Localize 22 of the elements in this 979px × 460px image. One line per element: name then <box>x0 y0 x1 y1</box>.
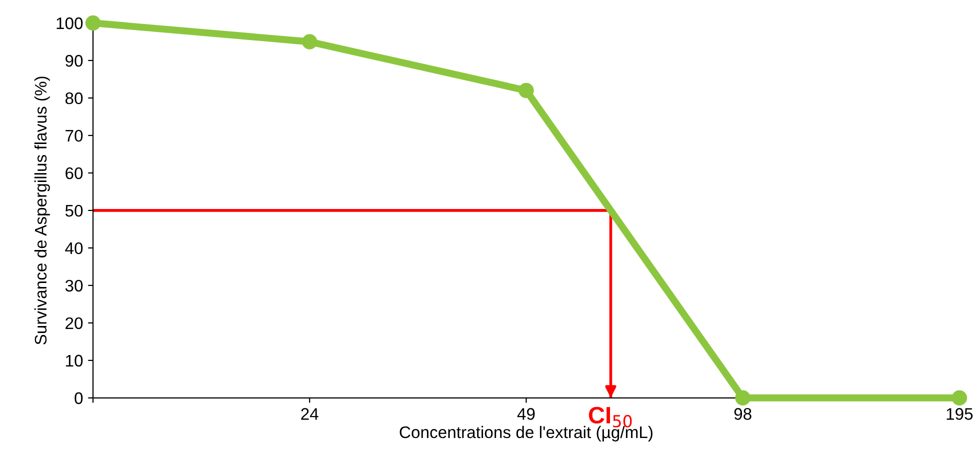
y-tick-label: 40 <box>65 242 83 254</box>
x-tick-label: 195 <box>946 408 973 420</box>
y-tick-label: 10 <box>66 354 83 367</box>
y-tick-label: 60 <box>66 167 83 180</box>
y-tick-label: 100 <box>56 17 83 30</box>
x-tick-label: 98 <box>734 408 752 420</box>
x-tick-label: 49 <box>517 408 535 420</box>
y-tick-label: 80 <box>65 92 83 104</box>
y-tick-label: 0 <box>74 392 83 404</box>
y-tick-label: 90 <box>66 54 83 67</box>
y-axis-title: Survivance de Aspergillus flavus (%) <box>34 76 50 344</box>
point <box>952 390 968 406</box>
x-axis-title: Concentrations de l'extrait (µg/mL) <box>400 426 652 442</box>
y-tick-label: 30 <box>65 280 83 292</box>
point <box>302 34 318 50</box>
y-tick-label: 70 <box>66 130 83 142</box>
point <box>85 15 101 31</box>
y-tick-label: 20 <box>66 317 83 330</box>
y-tick-label: 50 <box>65 204 83 217</box>
x-tick-label: 24 <box>301 408 318 420</box>
point <box>518 82 534 98</box>
point <box>735 390 750 406</box>
